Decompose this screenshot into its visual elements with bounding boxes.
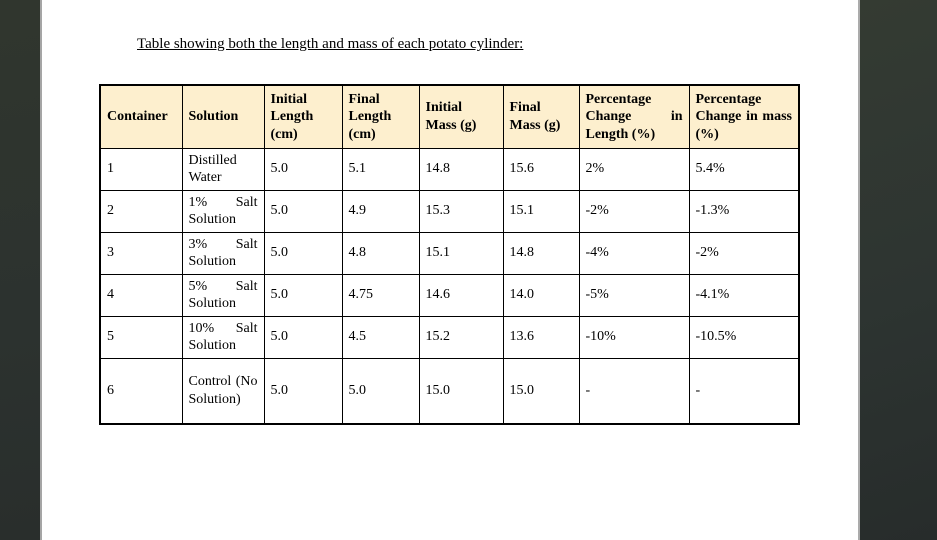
table-row: 5 10% Salt Solution 5.0 4.5 15.2 13.6 -10% -10.… <box>99 315 800 359</box>
table-cell: 1% Salt Solution <box>181 189 265 233</box>
table-header-cell: Percentage Change in mass (%) <box>688 84 800 149</box>
table-header-cell: Initial Length (cm) <box>263 84 343 149</box>
left-background-panel <box>0 0 42 540</box>
table-cell: 2 <box>99 189 183 233</box>
table-cell: -5% <box>578 273 690 317</box>
table-cell: 5% Salt Solution <box>181 273 265 317</box>
table-cell: -10.5% <box>688 315 800 359</box>
table-cell: 15.3 <box>418 189 504 233</box>
table-cell: 4 <box>99 273 183 317</box>
table-cell: 14.8 <box>418 147 504 191</box>
table-cell: 4.5 <box>341 315 420 359</box>
table-cell: 5.4% <box>688 147 800 191</box>
table-cell: 5.0 <box>263 147 343 191</box>
table-cell: 10% Salt Solution <box>181 315 265 359</box>
table-cell: 5.0 <box>263 231 343 275</box>
table-cell: 14.6 <box>418 273 504 317</box>
table-cell: 15.0 <box>418 357 504 425</box>
document-title: Table showing both the length and mass o… <box>137 36 524 52</box>
table-cell: 3% Salt Solution <box>181 231 265 275</box>
table-cell: 15.6 <box>502 147 580 191</box>
table-cell: 13.6 <box>502 315 580 359</box>
table-cell: 5 <box>99 315 183 359</box>
table-cell: 15.0 <box>502 357 580 425</box>
table-cell: 4.8 <box>341 231 420 275</box>
table-header-cell: Solution <box>181 84 265 149</box>
table-cell: Control (No Solution) <box>181 357 265 425</box>
table-header-cell: Final Length (cm) <box>341 84 420 149</box>
table-cell: 14.8 <box>502 231 580 275</box>
table-header-cell: Initial Mass (g) <box>418 84 504 149</box>
table-row: 3 3% Salt Solution 5.0 4.8 15.1 14.8 -4% -2% <box>99 231 800 275</box>
table-header-cell: Percentage Change in Length (%) <box>578 84 690 149</box>
table-cell: 1 <box>99 147 183 191</box>
table-body: 1 Distilled Water 5.0 5.1 14.8 15.6 2% 5.4% 2 1% … <box>99 147 800 425</box>
table-cell: 2% <box>578 147 690 191</box>
table-cell: - <box>688 357 800 425</box>
table-cell: 4.75 <box>341 273 420 317</box>
potato-data-table: Container Solution Initial Length (cm) Fina… <box>99 84 800 425</box>
table-cell: - <box>578 357 690 425</box>
table-cell: 4.9 <box>341 189 420 233</box>
right-background-panel <box>858 0 937 540</box>
table-cell: 5.0 <box>263 357 343 425</box>
table-cell: -2% <box>688 231 800 275</box>
table-cell: 6 <box>99 357 183 425</box>
table-cell: 3 <box>99 231 183 275</box>
table-cell: Distilled Water <box>181 147 265 191</box>
table-cell: 5.0 <box>341 357 420 425</box>
table-cell: -4.1% <box>688 273 800 317</box>
table-header-cell: Container <box>99 84 183 149</box>
table-cell: 5.0 <box>263 189 343 233</box>
table-cell: -1.3% <box>688 189 800 233</box>
table-cell: -10% <box>578 315 690 359</box>
table-cell: -4% <box>578 231 690 275</box>
table-cell: 15.2 <box>418 315 504 359</box>
table-header-row: Container Solution Initial Length (cm) Fina… <box>99 84 800 149</box>
table-row: 1 Distilled Water 5.0 5.1 14.8 15.6 2% 5.4% <box>99 147 800 191</box>
table-cell: 5.0 <box>263 315 343 359</box>
table-cell: 14.0 <box>502 273 580 317</box>
table-cell: -2% <box>578 189 690 233</box>
table-row: 6 Control (No Solution) 5.0 5.0 15.0 15.0- - <box>99 357 800 425</box>
table-header-cell: Final Mass (g) <box>502 84 580 149</box>
table-cell: 15.1 <box>502 189 580 233</box>
table-row: 2 1% Salt Solution 5.0 4.9 15.3 15.1 -2% -1.3% <box>99 189 800 233</box>
table-cell: 15.1 <box>418 231 504 275</box>
table-cell: 5.0 <box>263 273 343 317</box>
table-row: 4 5% Salt Solution 5.0 4.75 14.6 14.0 -5% -4.1% <box>99 273 800 317</box>
table-cell: 5.1 <box>341 147 420 191</box>
